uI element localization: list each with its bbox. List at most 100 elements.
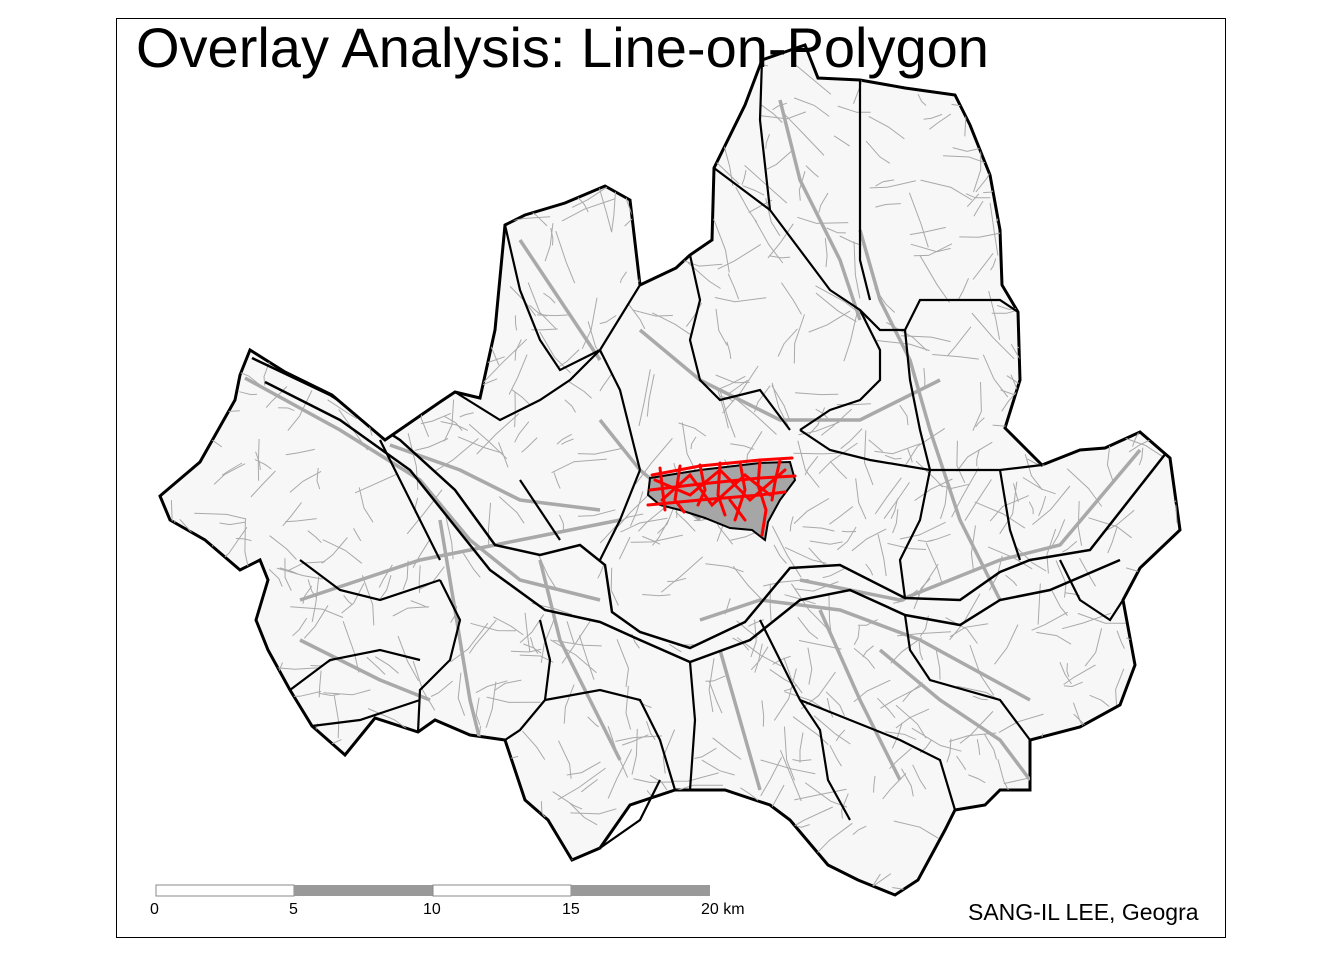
road-segment: [1061, 612, 1111, 630]
road-segment: [760, 104, 783, 123]
road-segment: [453, 96, 475, 142]
road-segment: [875, 203, 901, 208]
road-segment: [218, 862, 235, 871]
road-segment: [587, 716, 599, 728]
road-segment: [1004, 127, 1013, 177]
road-segment: [260, 160, 293, 208]
road-segment: [717, 243, 762, 270]
road-segment: [769, 255, 791, 259]
road-segment: [209, 585, 247, 600]
road-segment: [841, 793, 849, 819]
road-segment: [991, 130, 1006, 135]
road-segment: [678, 422, 707, 437]
road-segment: [1005, 574, 1018, 587]
road-segment: [554, 117, 595, 122]
road-segment: [414, 438, 449, 451]
road-segment: [333, 773, 348, 779]
road-segment: [657, 506, 675, 534]
road-segment: [1054, 391, 1090, 437]
road-segment: [826, 227, 846, 234]
road-segment: [809, 540, 843, 545]
road-segment: [321, 115, 335, 139]
road-segment: [607, 749, 633, 799]
scale-seg-1: [155, 884, 295, 897]
road-segment: [443, 415, 463, 432]
road-segment: [173, 402, 196, 409]
road-segment: [799, 732, 804, 763]
road-segment: [638, 369, 651, 427]
road-segment: [578, 877, 604, 881]
road-segment: [436, 107, 446, 141]
road-segment: [761, 700, 765, 727]
road-segment: [297, 811, 308, 843]
road-segment: [669, 643, 682, 653]
road-segment: [429, 851, 435, 867]
road-segment: [976, 739, 981, 755]
road-segment: [269, 535, 297, 560]
road-segment: [452, 820, 475, 847]
road-segment: [483, 293, 492, 310]
road-segment: [1112, 81, 1131, 91]
road-segment: [433, 438, 479, 473]
road-segment: [467, 167, 479, 180]
road-segment: [1134, 832, 1180, 855]
road-segment: [1022, 801, 1032, 817]
road-segment: [411, 753, 445, 763]
road-segment: [202, 581, 211, 627]
road-segment: [508, 354, 528, 395]
scale-tick-10: 10: [423, 901, 441, 918]
road-segment: [790, 583, 829, 630]
road-segment: [1009, 790, 1033, 812]
road-segment: [238, 133, 244, 149]
road-segment: [797, 616, 819, 640]
road-segment: [555, 230, 576, 284]
road-segment: [971, 312, 1015, 360]
road-segment: [545, 97, 556, 114]
road-segment: [1087, 348, 1141, 359]
road-segment: [714, 297, 767, 303]
road-segment: [558, 126, 582, 131]
road-segment: [551, 458, 607, 474]
road-segment: [793, 314, 805, 364]
road-segment: [577, 114, 585, 149]
road-segment: [989, 495, 1029, 522]
road-segment: [400, 141, 413, 157]
road-segment: [553, 639, 602, 647]
road-segment: [514, 315, 518, 331]
road-segment: [298, 229, 335, 263]
road-segment: [1084, 628, 1103, 667]
road-segment: [972, 695, 988, 701]
road-segment: [1136, 824, 1169, 843]
road-segment: [875, 179, 895, 187]
road-segment: [865, 140, 891, 164]
road-segment: [238, 191, 266, 202]
road-segment: [438, 316, 443, 349]
road-segment: [195, 400, 221, 410]
road-segment: [1115, 137, 1142, 152]
road-segment: [459, 412, 474, 418]
road-segment: [523, 643, 542, 654]
road-segment: [323, 187, 380, 203]
road-segment: [450, 622, 489, 663]
road-segment: [536, 142, 543, 186]
road-segment: [433, 228, 446, 242]
road-segment: [457, 672, 466, 716]
road-segment: [1109, 308, 1156, 316]
road-segment: [343, 594, 353, 605]
road-segment: [997, 854, 1050, 864]
road-segment: [201, 290, 214, 300]
road-segment: [852, 825, 867, 835]
road-segment: [868, 115, 905, 140]
road-segment: [701, 759, 735, 776]
road-segment: [263, 332, 280, 336]
road-segment: [741, 169, 747, 185]
road-segment: [270, 235, 283, 264]
road-segment: [1147, 687, 1152, 711]
road-segment: [974, 501, 1026, 529]
road-segment: [694, 862, 719, 873]
road-segment: [1118, 99, 1141, 111]
road-segment: [1096, 229, 1103, 258]
road-segment: [891, 722, 903, 749]
road-segment: [808, 547, 827, 568]
road-segment: [837, 105, 871, 113]
